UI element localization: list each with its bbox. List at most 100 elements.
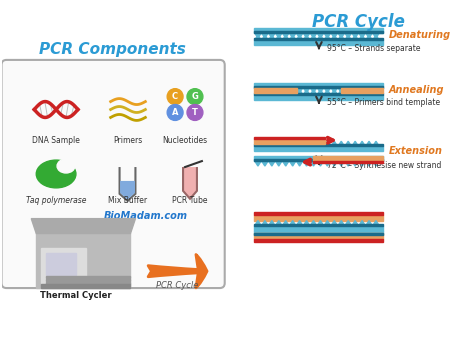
Polygon shape (269, 88, 275, 93)
Polygon shape (283, 141, 289, 146)
Polygon shape (366, 35, 372, 40)
Bar (255, 139, 325, 144)
Polygon shape (310, 221, 317, 226)
Text: C: C (172, 92, 178, 101)
Polygon shape (373, 35, 379, 40)
Polygon shape (331, 90, 337, 95)
Polygon shape (290, 33, 296, 38)
Polygon shape (31, 219, 136, 234)
Polygon shape (331, 35, 337, 40)
Text: Annealing: Annealing (388, 85, 444, 95)
Bar (255, 95, 383, 100)
Text: PCR Cycle: PCR Cycle (312, 13, 405, 31)
Polygon shape (303, 35, 310, 40)
Bar (255, 224, 383, 226)
Polygon shape (345, 35, 351, 40)
Polygon shape (324, 236, 330, 240)
Bar (255, 234, 383, 236)
Polygon shape (275, 35, 282, 40)
Polygon shape (269, 161, 275, 166)
Polygon shape (338, 33, 345, 38)
Text: Taq polymerase: Taq polymerase (26, 196, 86, 205)
Bar (46, 282, 130, 284)
Text: Denaturing: Denaturing (388, 30, 450, 40)
Polygon shape (373, 221, 379, 226)
Polygon shape (338, 141, 345, 146)
Polygon shape (255, 35, 261, 40)
Text: PCR Cycle: PCR Cycle (156, 281, 199, 290)
Polygon shape (317, 88, 324, 93)
Polygon shape (255, 161, 261, 166)
Polygon shape (359, 88, 365, 93)
Polygon shape (283, 35, 289, 40)
Polygon shape (303, 161, 310, 166)
Bar (255, 40, 383, 45)
Polygon shape (183, 167, 197, 199)
Text: PCR Components: PCR Components (39, 42, 186, 57)
Polygon shape (269, 90, 275, 95)
Bar (46, 276, 130, 278)
Polygon shape (345, 90, 351, 95)
Circle shape (167, 89, 183, 105)
Polygon shape (352, 33, 358, 38)
Polygon shape (324, 35, 330, 40)
Polygon shape (359, 33, 365, 38)
Polygon shape (373, 90, 379, 95)
Bar (255, 156, 383, 161)
Polygon shape (317, 236, 324, 240)
Text: 55°C – Primers bind template: 55°C – Primers bind template (327, 98, 440, 107)
Bar (46, 279, 130, 281)
Polygon shape (352, 141, 358, 146)
Polygon shape (310, 35, 317, 40)
Polygon shape (331, 161, 337, 166)
Polygon shape (310, 90, 317, 95)
Polygon shape (366, 88, 372, 93)
Polygon shape (345, 236, 351, 240)
Text: T: T (192, 108, 198, 117)
Polygon shape (262, 88, 268, 93)
Polygon shape (345, 141, 351, 146)
Polygon shape (359, 236, 365, 240)
Polygon shape (359, 221, 365, 226)
Polygon shape (366, 90, 372, 95)
Polygon shape (366, 33, 372, 38)
Polygon shape (303, 33, 310, 38)
Polygon shape (275, 90, 282, 95)
Polygon shape (359, 161, 365, 166)
Text: Nucleotides: Nucleotides (163, 136, 208, 145)
Polygon shape (373, 141, 379, 146)
Polygon shape (255, 90, 261, 95)
Polygon shape (296, 33, 303, 38)
Polygon shape (359, 141, 365, 146)
Circle shape (187, 105, 203, 120)
Bar (255, 28, 383, 33)
Bar (313, 156, 383, 161)
Polygon shape (324, 161, 330, 166)
Text: 95°C – Strands separate: 95°C – Strands separate (327, 43, 420, 53)
Polygon shape (275, 221, 282, 226)
Polygon shape (352, 161, 358, 166)
Polygon shape (317, 90, 324, 95)
Polygon shape (303, 90, 310, 95)
Bar (36, 234, 130, 288)
Polygon shape (269, 221, 275, 226)
Polygon shape (262, 35, 268, 40)
Polygon shape (262, 90, 268, 95)
Text: PCR Tube: PCR Tube (172, 196, 208, 205)
Polygon shape (296, 88, 303, 93)
FancyBboxPatch shape (1, 60, 225, 288)
Polygon shape (324, 88, 330, 93)
Polygon shape (310, 88, 317, 93)
Polygon shape (338, 161, 345, 166)
Polygon shape (310, 236, 317, 240)
Bar (255, 146, 383, 151)
Polygon shape (338, 236, 345, 240)
Polygon shape (275, 33, 282, 38)
Polygon shape (283, 161, 289, 166)
Ellipse shape (57, 159, 75, 173)
Polygon shape (338, 88, 345, 93)
Bar (255, 93, 383, 95)
Polygon shape (283, 90, 289, 95)
Polygon shape (331, 88, 337, 93)
Polygon shape (373, 88, 379, 93)
